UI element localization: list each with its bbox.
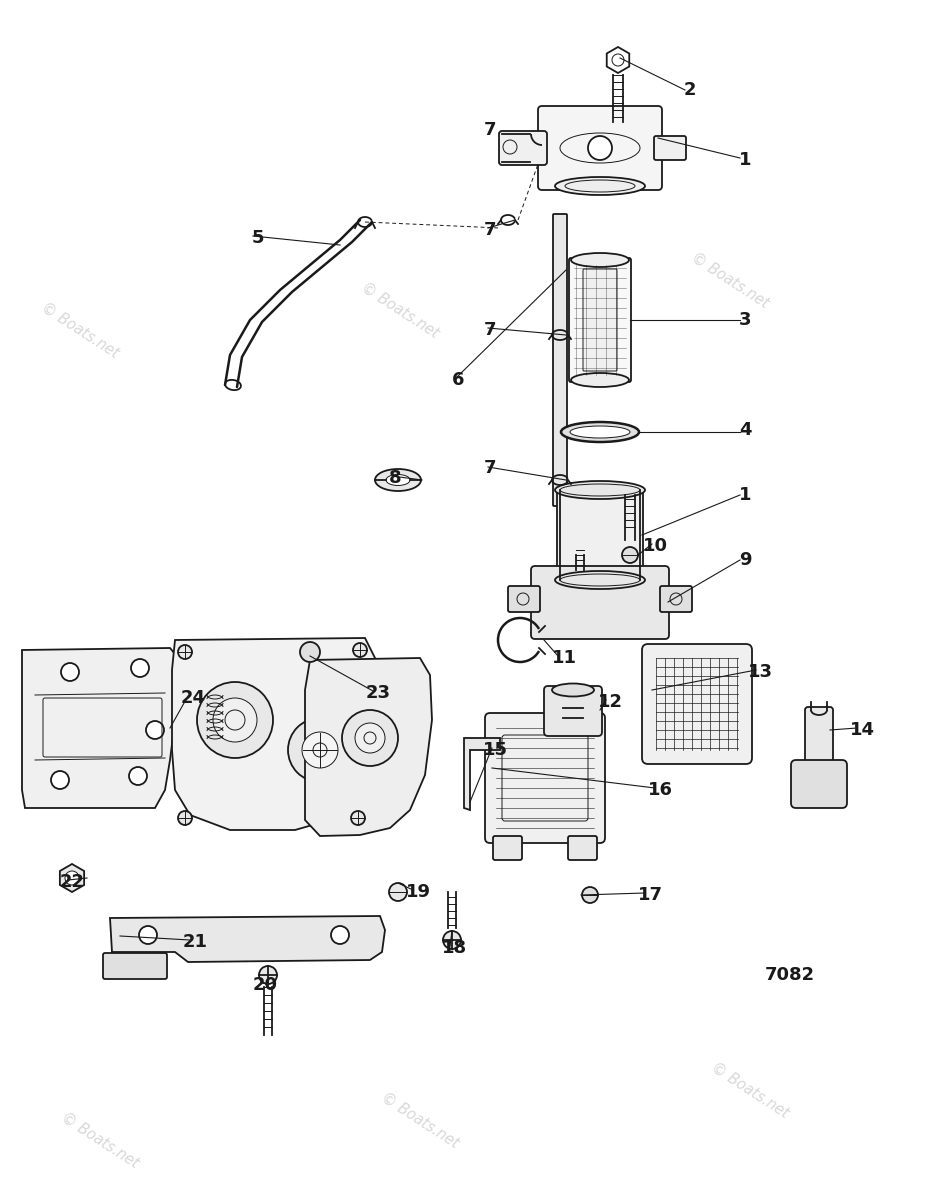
Text: 2: 2: [683, 80, 696, 98]
Text: 7: 7: [483, 221, 496, 239]
Text: © Boats.net: © Boats.net: [319, 700, 402, 761]
Text: 7082: 7082: [765, 966, 815, 984]
Polygon shape: [110, 916, 385, 962]
Circle shape: [302, 732, 338, 768]
Text: 23: 23: [366, 684, 391, 702]
Circle shape: [178, 811, 192, 826]
Text: © Boats.net: © Boats.net: [689, 250, 771, 311]
Ellipse shape: [555, 571, 645, 589]
FancyBboxPatch shape: [805, 707, 833, 768]
Polygon shape: [22, 648, 180, 808]
FancyBboxPatch shape: [654, 136, 686, 160]
Polygon shape: [172, 638, 378, 830]
Text: 7: 7: [483, 458, 496, 476]
FancyBboxPatch shape: [660, 586, 692, 612]
Text: 16: 16: [647, 781, 672, 799]
Text: 15: 15: [482, 740, 507, 758]
FancyBboxPatch shape: [508, 586, 540, 612]
FancyBboxPatch shape: [485, 713, 605, 842]
FancyBboxPatch shape: [569, 258, 631, 382]
FancyBboxPatch shape: [544, 686, 602, 736]
Circle shape: [443, 931, 461, 949]
FancyBboxPatch shape: [499, 131, 547, 164]
Text: 8: 8: [389, 469, 401, 487]
Text: 4: 4: [739, 421, 751, 439]
Text: 3: 3: [739, 311, 751, 329]
Text: © Boats.net: © Boats.net: [708, 1060, 792, 1121]
FancyBboxPatch shape: [791, 760, 847, 808]
Text: © Boats.net: © Boats.net: [19, 720, 102, 780]
Text: © Boats.net: © Boats.net: [658, 670, 742, 731]
Circle shape: [178, 646, 192, 659]
Circle shape: [351, 811, 365, 826]
Text: 11: 11: [552, 649, 577, 667]
Ellipse shape: [571, 253, 629, 266]
Text: 17: 17: [637, 886, 662, 904]
Text: 22: 22: [59, 874, 84, 890]
Ellipse shape: [375, 469, 421, 491]
FancyBboxPatch shape: [538, 106, 662, 190]
FancyBboxPatch shape: [642, 644, 752, 764]
Circle shape: [300, 642, 320, 662]
Text: 13: 13: [747, 662, 772, 680]
Circle shape: [259, 966, 277, 984]
FancyBboxPatch shape: [568, 836, 597, 860]
Circle shape: [582, 887, 598, 902]
Circle shape: [353, 643, 367, 658]
Circle shape: [139, 926, 157, 944]
Text: 18: 18: [443, 938, 468, 958]
Text: 6: 6: [452, 371, 464, 389]
Polygon shape: [464, 738, 500, 810]
Circle shape: [389, 883, 407, 901]
FancyBboxPatch shape: [583, 269, 617, 371]
Text: © Boats.net: © Boats.net: [39, 300, 121, 360]
Text: 9: 9: [739, 551, 751, 569]
Text: 24: 24: [181, 689, 206, 707]
Ellipse shape: [555, 176, 645, 194]
Text: 1: 1: [739, 151, 751, 169]
Circle shape: [131, 659, 149, 677]
Ellipse shape: [386, 474, 410, 486]
FancyBboxPatch shape: [531, 566, 669, 638]
Circle shape: [146, 721, 164, 739]
Text: 7: 7: [483, 121, 496, 139]
Text: 14: 14: [849, 721, 874, 739]
FancyBboxPatch shape: [553, 214, 567, 506]
Circle shape: [622, 547, 638, 563]
Circle shape: [588, 136, 612, 160]
Ellipse shape: [552, 684, 594, 696]
Circle shape: [51, 770, 69, 790]
Circle shape: [197, 682, 273, 758]
Ellipse shape: [555, 481, 645, 499]
Ellipse shape: [561, 422, 639, 442]
Text: 20: 20: [253, 976, 278, 994]
Circle shape: [61, 662, 79, 680]
Polygon shape: [305, 658, 432, 836]
Circle shape: [65, 871, 79, 886]
Text: 7: 7: [483, 320, 496, 338]
Text: © Boats.net: © Boats.net: [379, 1090, 461, 1151]
Circle shape: [129, 767, 147, 785]
FancyBboxPatch shape: [103, 953, 167, 979]
Circle shape: [355, 722, 385, 754]
Ellipse shape: [570, 426, 630, 438]
Text: 5: 5: [252, 229, 264, 247]
Circle shape: [213, 698, 257, 742]
Text: 12: 12: [597, 692, 622, 710]
FancyBboxPatch shape: [557, 487, 643, 583]
Circle shape: [342, 710, 398, 766]
Text: © Boats.net: © Boats.net: [358, 280, 442, 341]
Ellipse shape: [571, 373, 629, 386]
Text: 10: 10: [643, 538, 668, 554]
Text: 21: 21: [182, 934, 207, 950]
Text: 19: 19: [406, 883, 431, 901]
Text: 1: 1: [739, 486, 751, 504]
Circle shape: [331, 926, 349, 944]
FancyBboxPatch shape: [493, 836, 522, 860]
Circle shape: [288, 718, 352, 782]
Text: © Boats.net: © Boats.net: [58, 1110, 142, 1170]
Polygon shape: [60, 864, 84, 892]
